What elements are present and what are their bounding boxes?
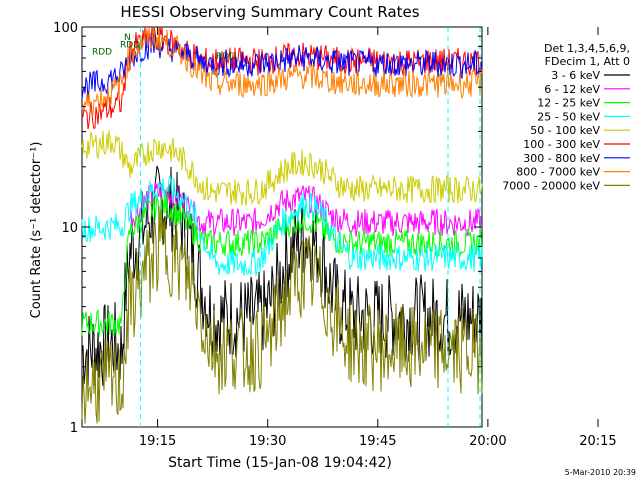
legend-label: 3 - 6 keV <box>551 69 600 82</box>
annotation-label: RDD <box>216 52 236 62</box>
footer-date: 5-Mar-2010 20:39 <box>565 468 636 477</box>
legend-header-1: Det 1,3,4,5,6,9, <box>544 42 630 55</box>
legend-header-2: FDecim 1, Att 0 <box>545 55 630 68</box>
y-tick-label: 10 <box>61 221 78 236</box>
legend-label: 25 - 50 keV <box>537 110 600 123</box>
x-tick-label: 19:30 <box>249 434 286 449</box>
legend-label: 800 - 7000 keV <box>516 166 600 179</box>
x-tick-label: 19:15 <box>139 434 176 449</box>
series-line-8 <box>81 26 483 116</box>
x-tick-label: 19:45 <box>359 434 396 449</box>
annotation-label: N <box>124 33 131 43</box>
legend-label: 12 - 25 keV <box>537 97 600 110</box>
x-tick-label: 20:15 <box>579 434 616 449</box>
annotation-label: RDD <box>92 47 112 57</box>
series-line-5 <box>81 130 483 206</box>
legend-label: 7000 - 20000 keV <box>502 179 600 192</box>
legend-label: 300 - 800 keV <box>523 152 600 165</box>
y-axis-label: Count Rate (s⁻¹ detector⁻¹) <box>29 142 44 319</box>
y-tick-label: 100 <box>53 21 78 36</box>
annotation-label: RDD <box>120 40 140 50</box>
series-line-4 <box>81 175 483 276</box>
x-tick-label: 20:00 <box>469 434 506 449</box>
x-axis-label: Start Time (15-Jan-08 19:04:42) <box>168 455 392 471</box>
series-line-7 <box>81 32 483 100</box>
legend-label: 100 - 300 keV <box>523 138 600 151</box>
legend: Det 1,3,4,5,6,9, FDecim 1, Att 0 3 - 6 k… <box>502 42 630 192</box>
legend-label: 6 - 12 keV <box>544 83 600 96</box>
series-line-1 <box>81 165 483 387</box>
y-tick-label: 1 <box>70 421 78 436</box>
chart-title: HESSI Observing Summary Count Rates <box>120 3 419 21</box>
legend-label: 50 - 100 keV <box>530 124 600 137</box>
series-line-2 <box>129 182 483 237</box>
series-line-9 <box>81 205 483 424</box>
